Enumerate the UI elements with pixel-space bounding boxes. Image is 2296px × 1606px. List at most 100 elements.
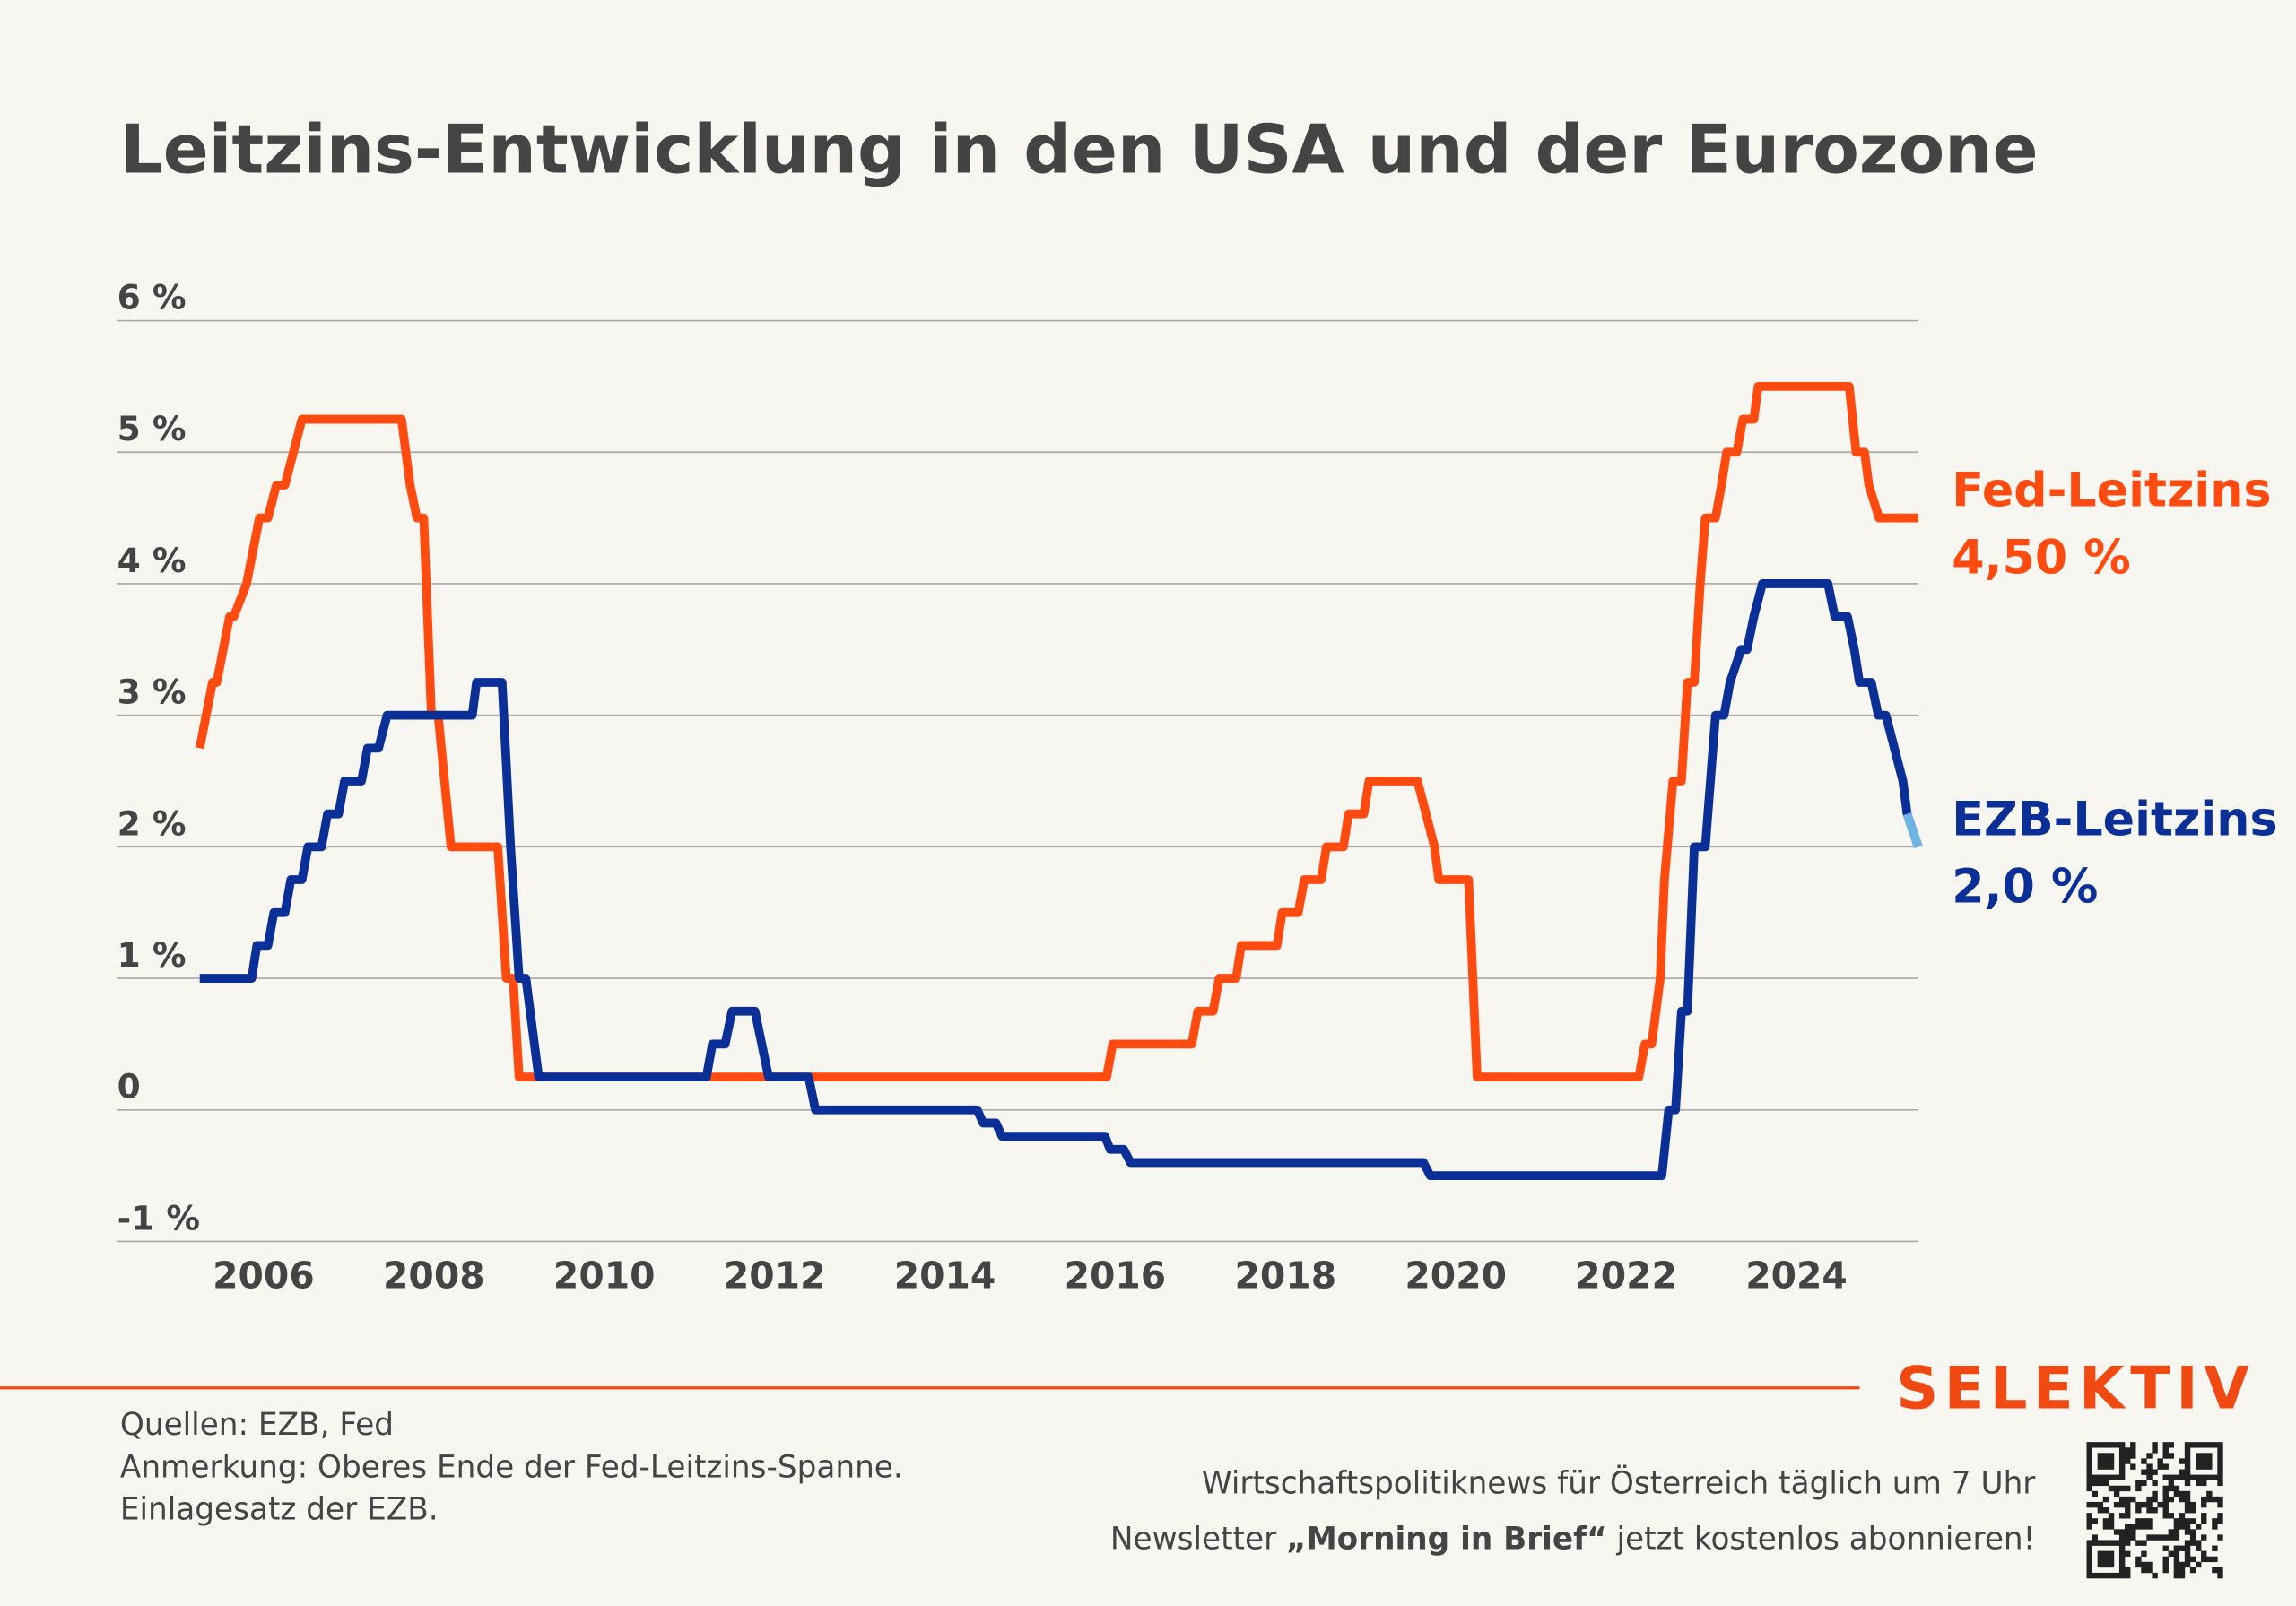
qr-cell — [2184, 1540, 2191, 1546]
qr-cell — [2108, 1556, 2115, 1563]
qr-cell — [2102, 1540, 2109, 1546]
qr-cell — [2173, 1518, 2180, 1524]
qr-cell — [2195, 1540, 2202, 1546]
qr-cell — [2141, 1540, 2147, 1546]
qr-cell — [2179, 1567, 2186, 1574]
qr-cell — [2102, 1556, 2109, 1563]
qr-cell — [2102, 1480, 2109, 1487]
qr-cell — [2184, 1442, 2191, 1448]
x-tick-label: 2018 — [1235, 1254, 1337, 1298]
qr-cell — [2152, 1572, 2158, 1579]
qr-cell — [2173, 1529, 2180, 1535]
qr-cell — [2135, 1485, 2142, 1492]
x-tick-label: 2008 — [383, 1254, 485, 1298]
qr-cell — [2195, 1453, 2202, 1459]
qr-cell — [2097, 1507, 2104, 1514]
qr-cell — [2141, 1458, 2147, 1464]
qr-cell — [2152, 1469, 2158, 1475]
qr-cell — [2189, 1540, 2196, 1546]
x-tick-label: 2016 — [1065, 1254, 1167, 1298]
qr-cell — [2125, 1513, 2131, 1519]
qr-cell — [2135, 1518, 2142, 1524]
qr-code[interactable] — [2086, 1442, 2223, 1579]
qr-cell — [2102, 1458, 2109, 1464]
qr-cell — [2152, 1480, 2158, 1487]
qr-cell — [2086, 1545, 2092, 1551]
qr-cell — [2146, 1507, 2152, 1514]
qr-cell — [2189, 1518, 2196, 1524]
qr-cell — [2173, 1534, 2180, 1541]
qr-cell — [2086, 1567, 2092, 1574]
qr-cell — [2141, 1480, 2147, 1487]
qr-cell — [2118, 1572, 2126, 1579]
qr-cell — [2184, 1480, 2191, 1487]
qr-cell — [2157, 1458, 2163, 1464]
qr-cell — [2108, 1513, 2115, 1519]
qr-cell — [2168, 1529, 2175, 1535]
qr-cell — [2217, 1447, 2223, 1454]
qr-cell — [2092, 1501, 2098, 1508]
qr-cell — [2189, 1556, 2196, 1563]
qr-cell — [2168, 1442, 2175, 1448]
qr-cell — [2179, 1561, 2186, 1568]
qr-cell — [2097, 1458, 2104, 1464]
qr-cell — [2130, 1442, 2136, 1448]
newsletter-name[interactable]: „Morning in Brief“ — [1286, 1521, 1607, 1557]
qr-cell — [2102, 1442, 2109, 1448]
qr-cell — [2086, 1550, 2092, 1558]
qr-cell — [2184, 1501, 2191, 1508]
qr-cell — [2184, 1529, 2191, 1535]
qr-cell — [2102, 1507, 2109, 1514]
qr-cell — [2130, 1524, 2136, 1530]
qr-cell — [2189, 1567, 2196, 1574]
qr-cell — [2189, 1507, 2196, 1514]
qr-cell — [2097, 1540, 2104, 1546]
qr-cell — [2168, 1480, 2175, 1487]
qr-cell — [2130, 1529, 2136, 1535]
qr-cell — [2184, 1496, 2191, 1503]
legend-label: Fed-Leitzins — [1952, 464, 2271, 518]
qr-cell — [2168, 1534, 2175, 1541]
qr-cell — [2173, 1474, 2180, 1480]
qr-cell — [2102, 1572, 2109, 1579]
qr-cell — [2102, 1463, 2109, 1470]
qr-cell — [2162, 1447, 2169, 1454]
qr-cell — [2212, 1567, 2218, 1574]
qr-cell — [2086, 1480, 2092, 1487]
qr-cell — [2173, 1567, 2180, 1574]
qr-cell — [2146, 1534, 2152, 1541]
qr-cell — [2184, 1550, 2191, 1558]
qr-cell — [2097, 1550, 2104, 1558]
qr-cell — [2201, 1501, 2207, 1508]
qr-cell — [2184, 1507, 2191, 1514]
qr-cell — [2206, 1556, 2213, 1563]
qr-cell — [2162, 1501, 2169, 1508]
x-tick-label: 2020 — [1405, 1254, 1507, 1298]
qr-cell — [2118, 1513, 2126, 1519]
x-tick-label: 2022 — [1575, 1254, 1677, 1298]
promo: Newsletter „Morning in Brief“ jetzt kost… — [1110, 1521, 2035, 1557]
qr-cell — [2179, 1474, 2186, 1480]
qr-cell — [2113, 1442, 2120, 1448]
qr-cell — [2108, 1463, 2115, 1470]
qr-cell — [2162, 1453, 2169, 1459]
qr-cell — [2086, 1540, 2092, 1546]
note: Einlagesatz der EZB. — [120, 1492, 439, 1528]
qr-cell — [2217, 1513, 2223, 1519]
qr-cell — [2102, 1524, 2109, 1530]
qr-cell — [2086, 1463, 2092, 1470]
qr-cell — [2125, 1501, 2131, 1508]
qr-cell — [2097, 1572, 2104, 1579]
qr-cell — [2086, 1453, 2092, 1459]
qr-cell — [2201, 1496, 2207, 1503]
qr-cell — [2135, 1556, 2142, 1563]
qr-cell — [2141, 1469, 2147, 1475]
qr-cell — [2206, 1490, 2213, 1497]
qr-cell — [2162, 1463, 2169, 1470]
qr-cell — [2113, 1474, 2120, 1480]
qr-cell — [2184, 1518, 2191, 1524]
qr-cell — [2173, 1490, 2180, 1497]
qr-cell — [2118, 1567, 2126, 1574]
qr-cell — [2146, 1496, 2152, 1503]
qr-cell — [2201, 1474, 2207, 1480]
